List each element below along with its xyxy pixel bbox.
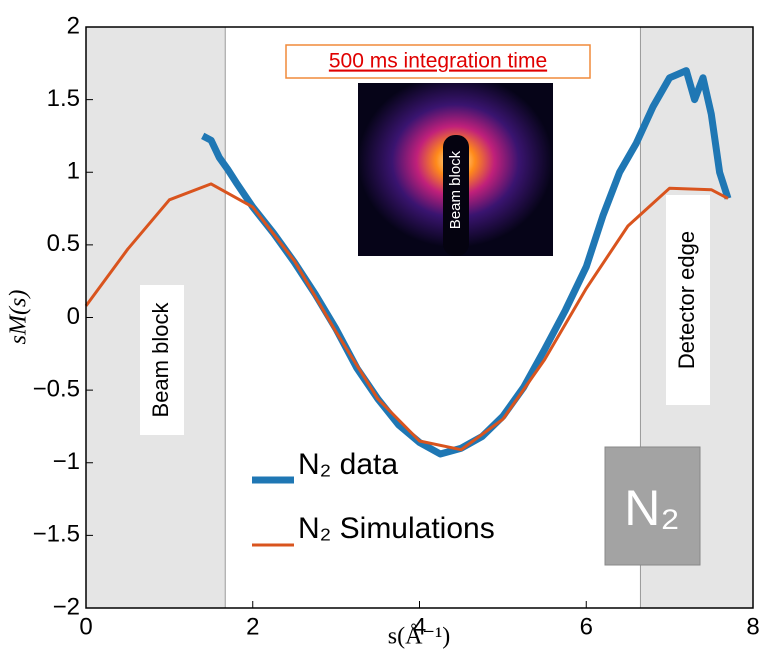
shaded-label: Beam block [148,302,173,418]
chart: Beam blockDetector edge 02468−2−1.5−1−0.… [0,0,763,653]
legend-label: N₂ data [298,448,398,481]
y-tick-label: −1 [53,448,80,475]
shaded-label: Detector edge [674,231,699,369]
x-tick-label: 6 [580,613,593,640]
x-axis-label: s(Å⁻¹) [388,624,451,650]
y-tick-label: 1 [67,158,80,185]
y-tick-label: −2 [53,593,80,620]
y-tick-label: 0.5 [47,230,80,257]
y-tick-label: 0 [67,303,80,330]
y-axis-label: sM(s) [6,290,32,345]
x-tick-label: 2 [246,613,259,640]
x-tick-label: 8 [746,613,759,640]
inset-image: Beam block [358,83,553,256]
y-tick-label: −0.5 [33,375,80,402]
y-tick-label: 2 [67,12,80,39]
legend-label: N₂ Simulations [298,512,495,545]
inset-label: Beam block [447,150,464,229]
x-tick-label: 0 [79,613,92,640]
n2-box-label: N₂ [624,480,680,536]
y-tick-label: −1.5 [33,521,80,548]
inset-title: 500 ms integration time [329,50,547,73]
y-tick-label: 1.5 [47,85,80,112]
